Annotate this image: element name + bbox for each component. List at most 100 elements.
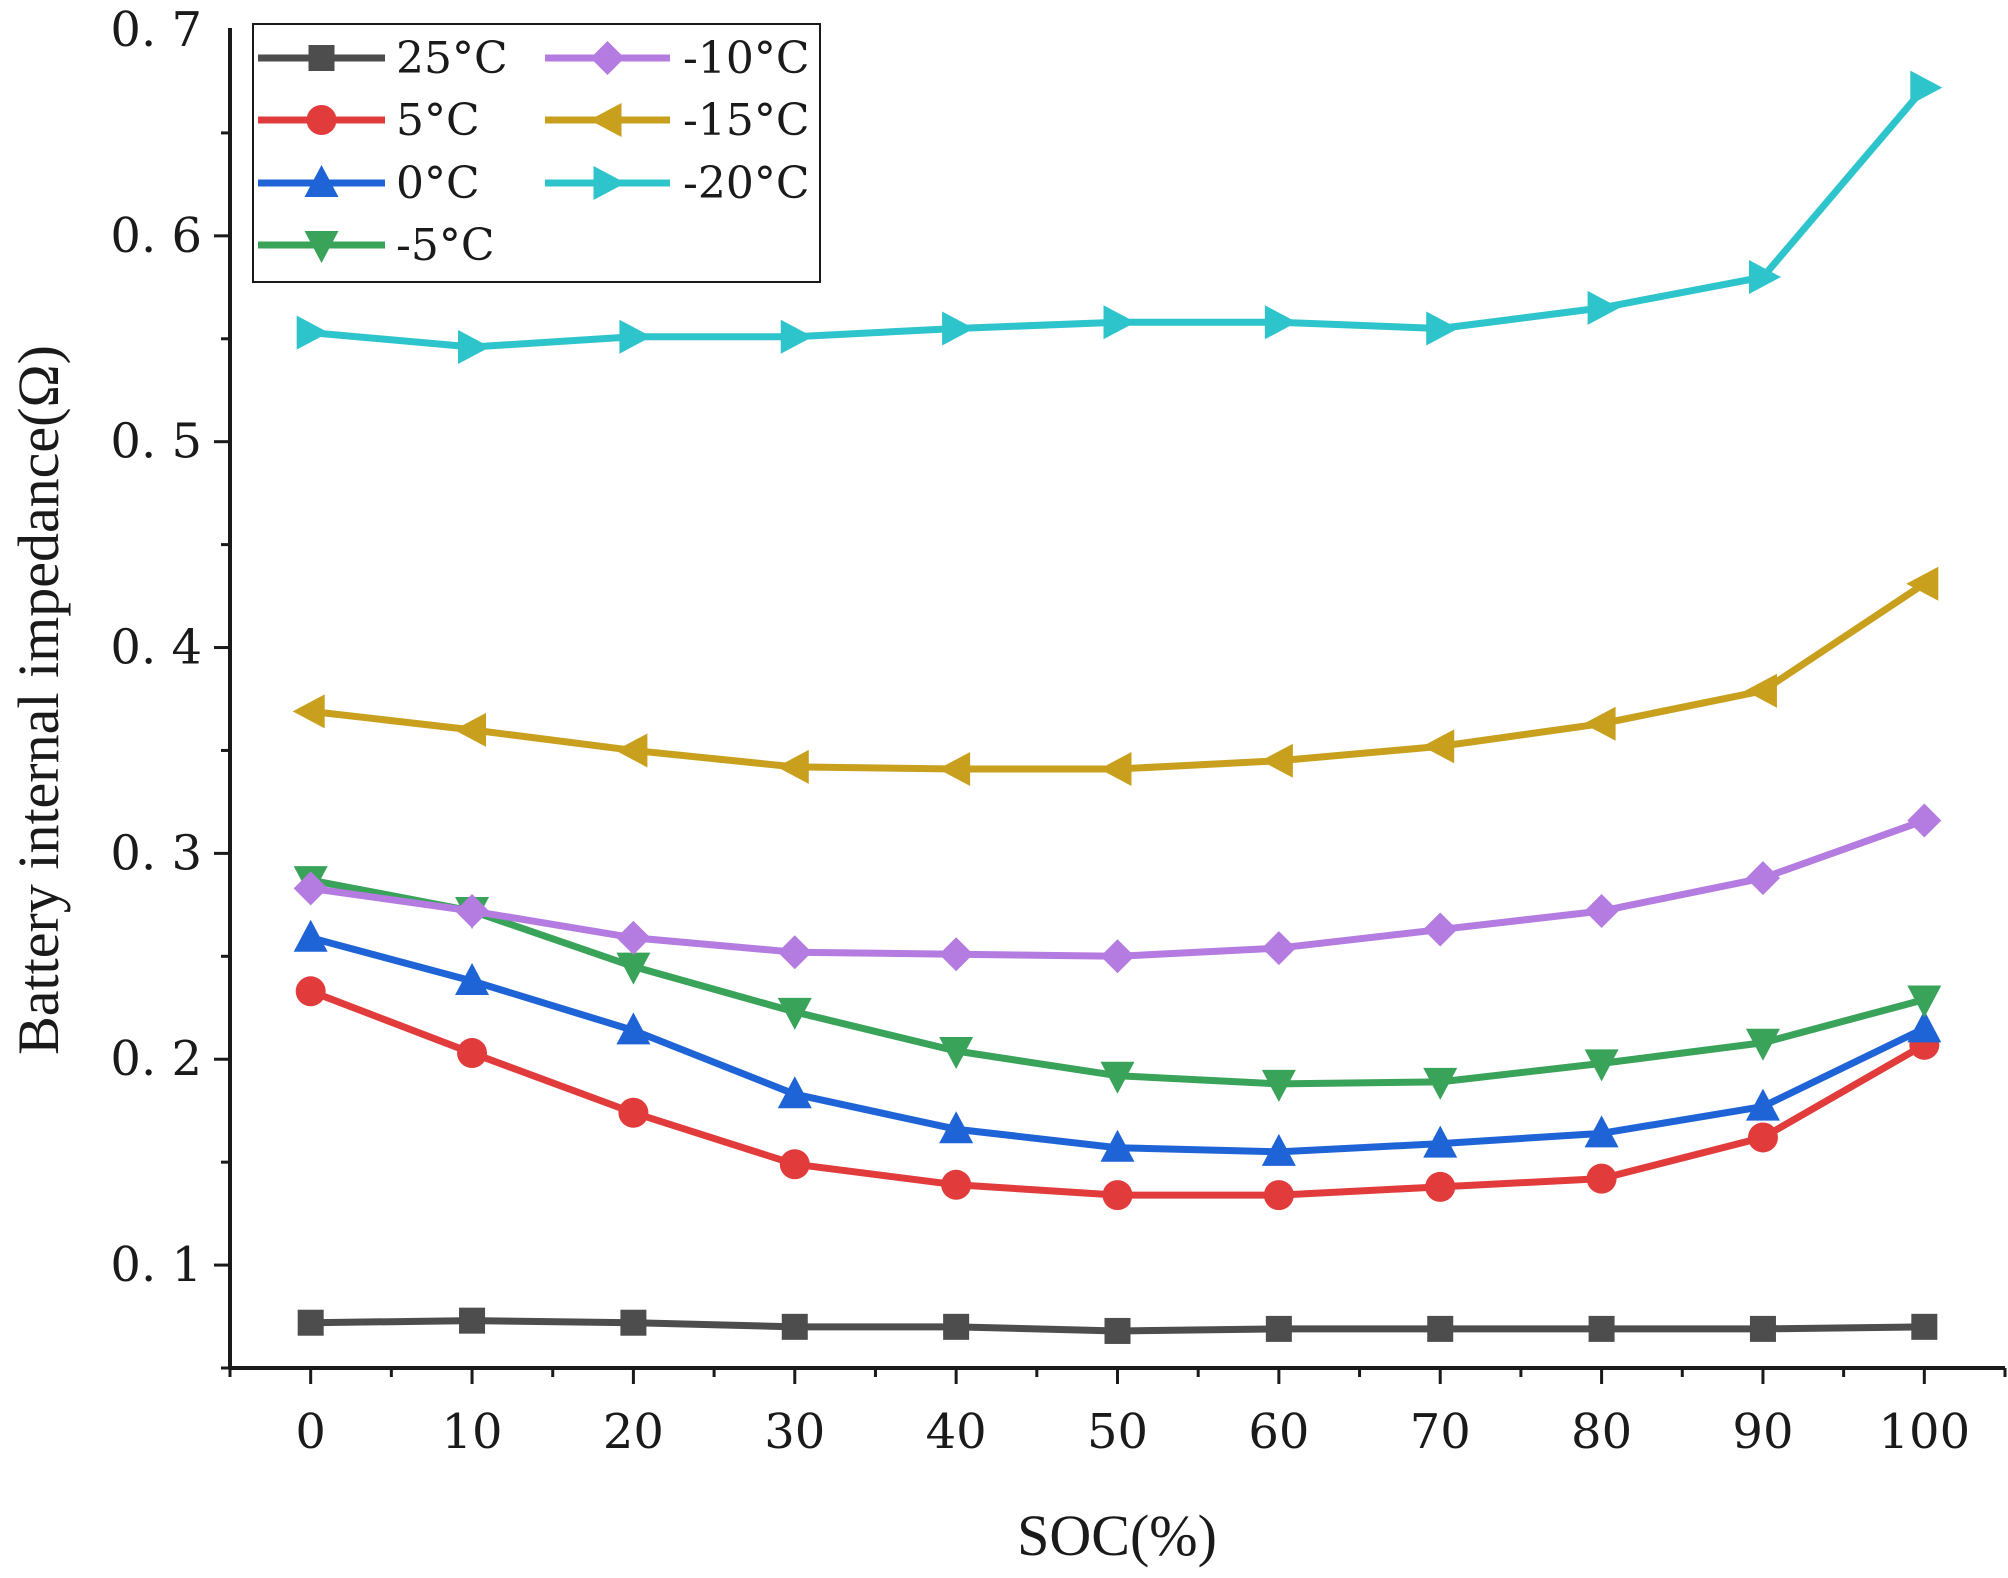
data-point: [938, 751, 971, 786]
data-point: [1747, 1122, 1778, 1153]
legend: 25°C 5°C 0°C -5°C -10°C -15°C -20°C: [252, 23, 821, 283]
x-tick-label: 80: [1571, 1404, 1632, 1460]
data-point: [1100, 939, 1135, 974]
data-point: [777, 997, 812, 1030]
x-tick-label: 30: [764, 1404, 825, 1460]
data-point: [615, 733, 648, 768]
data-point: [458, 330, 491, 365]
data-point: [1261, 1069, 1296, 1102]
data-point: [1584, 1049, 1619, 1082]
data-point: [1907, 1010, 1942, 1043]
data-point: [939, 1111, 974, 1144]
data-point: [780, 319, 813, 354]
y-tick-label: 0. 2: [110, 1031, 202, 1087]
data-point: [455, 963, 490, 996]
x-tick-label: 40: [926, 1404, 987, 1460]
legend-entry: 5°C: [258, 95, 480, 146]
data-point: [939, 937, 974, 972]
x-tick-label: 0: [295, 1404, 326, 1460]
legend-label: -5°C: [396, 220, 495, 271]
data-point: [1745, 861, 1780, 896]
data-point: [1265, 1315, 1292, 1342]
data-point: [1749, 1315, 1776, 1342]
data-point: [1907, 985, 1942, 1018]
data-point: [1263, 1180, 1294, 1211]
data-point: [1264, 305, 1297, 340]
legend-entry: -5°C: [258, 220, 495, 271]
series-25C: [297, 1307, 1938, 1344]
x-tick-label: 60: [1248, 1404, 1309, 1460]
data-point: [1427, 1315, 1454, 1342]
y-tick-label: 0. 4: [110, 620, 202, 676]
data-point: [1907, 803, 1942, 838]
data-point: [616, 920, 651, 955]
series-minus-10C: [293, 803, 1942, 974]
data-point: [1423, 1067, 1458, 1100]
legend-marker: [590, 41, 625, 75]
y-tick-label: 0. 6: [110, 208, 202, 264]
x-tick-label: 50: [1087, 1404, 1148, 1460]
series-line: [310, 876, 1926, 1088]
legend-label: 25°C: [396, 33, 508, 84]
data-point: [939, 1036, 974, 1069]
data-point: [1588, 1315, 1615, 1342]
data-point: [1425, 1171, 1456, 1202]
data-point: [295, 976, 326, 1007]
series-layer: [292, 70, 1943, 1344]
data-point: [1261, 1133, 1296, 1166]
legend-box: [252, 23, 821, 283]
data-point: [618, 1097, 649, 1128]
data-point: [457, 1038, 488, 1069]
data-point: [1744, 673, 1777, 708]
y-tick-label: 0. 3: [110, 825, 202, 881]
y-axis-title: Battery internal impedance(Ω): [6, 345, 71, 1055]
legend-entry: 0°C: [258, 158, 480, 209]
data-point: [1748, 260, 1781, 295]
legend-label: -20°C: [683, 158, 810, 209]
data-point: [459, 1307, 486, 1334]
data-point: [943, 1313, 970, 1340]
legend-marker: [593, 166, 626, 200]
data-point: [1745, 1088, 1780, 1121]
data-point: [1426, 311, 1459, 346]
data-point: [616, 1012, 651, 1045]
legend-marker: [589, 103, 622, 137]
x-tick-label: 90: [1732, 1404, 1793, 1460]
data-point: [1423, 1125, 1458, 1158]
data-point: [781, 1313, 808, 1340]
x-tick-label: 20: [603, 1404, 664, 1460]
data-point: [1587, 290, 1620, 325]
legend-marker: [304, 231, 339, 263]
data-point: [1261, 931, 1296, 966]
data-point: [777, 1076, 812, 1109]
series-minus-5C: [293, 866, 1942, 1102]
data-point: [1100, 1129, 1135, 1162]
series-line: [310, 580, 1927, 773]
data-point: [616, 952, 651, 985]
data-point: [1911, 1313, 1938, 1340]
data-point: [1745, 1028, 1780, 1061]
series-minus-20C: [296, 70, 1943, 365]
data-point: [1906, 566, 1939, 601]
data-point: [1423, 912, 1458, 947]
legend-entry: -20°C: [545, 158, 810, 209]
data-point: [1104, 1317, 1131, 1344]
data-point: [620, 1309, 647, 1336]
data-point: [777, 935, 812, 970]
data-point: [1103, 305, 1136, 340]
data-point: [1910, 70, 1943, 105]
y-tick-label: 0. 7: [110, 2, 202, 58]
data-point: [1260, 743, 1293, 778]
data-point: [293, 919, 328, 952]
data-point: [292, 694, 325, 729]
legend-entry: -10°C: [545, 33, 810, 84]
y-tick-label: 0. 1: [110, 1237, 202, 1293]
legend-label: 0°C: [396, 158, 480, 209]
legend-entry: 25°C: [258, 33, 508, 84]
data-point: [293, 871, 328, 906]
data-point: [941, 1169, 972, 1200]
data-point: [1102, 1180, 1133, 1211]
y-tick-label: 0. 5: [110, 414, 202, 470]
data-point: [1584, 894, 1619, 929]
data-point: [779, 1149, 810, 1180]
